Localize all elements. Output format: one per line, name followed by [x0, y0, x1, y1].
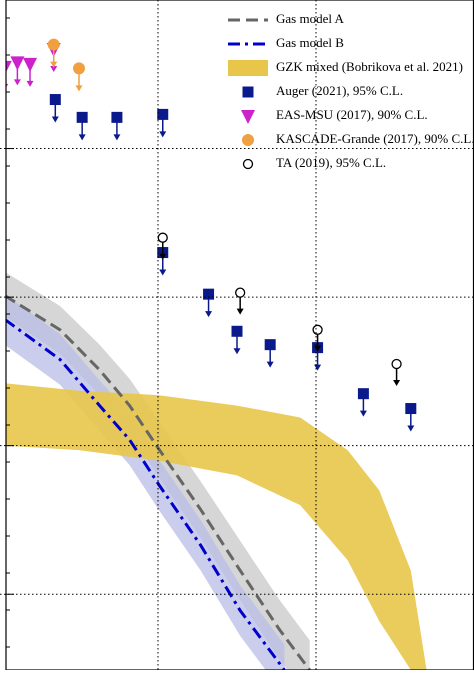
limit-arrowhead [266, 361, 274, 368]
legend-label: EAS-MSU (2017), 90% C.L. [276, 107, 428, 122]
marker [6, 60, 12, 73]
band [6, 383, 427, 670]
marker [203, 288, 215, 300]
band [6, 295, 285, 670]
marker [47, 38, 60, 51]
model-line [6, 318, 286, 670]
limit-arrowhead [50, 61, 58, 68]
marker [157, 108, 169, 120]
limit-arrowhead [113, 134, 121, 141]
marker [231, 325, 243, 337]
limit-arrowhead [159, 131, 167, 138]
limit-arrowhead [159, 269, 167, 276]
legend-label: TA (2019), 95% C.L. [276, 155, 386, 170]
limit-arrowhead [236, 308, 244, 315]
legend-label: Auger (2021), 95% C.L. [276, 83, 403, 98]
marker [312, 324, 323, 335]
legend-swatch [228, 60, 268, 76]
marker [357, 388, 369, 400]
marker [391, 358, 402, 370]
marker [157, 232, 168, 243]
limit-arrowhead [314, 364, 322, 371]
limit-arrowhead [50, 66, 58, 73]
legend: Gas model A Gas model B GZK mixed (Bobriko… [228, 11, 474, 170]
legend-label: Gas model A [276, 11, 344, 26]
limit-arrowhead [78, 134, 86, 141]
limit-arrowhead [51, 116, 59, 123]
limit-arrowhead [6, 83, 9, 88]
marker [242, 158, 254, 170]
legend-label: Gas model B [276, 35, 344, 50]
limit-arrowhead [407, 425, 415, 432]
legend-label: KASCADE-Grande (2017), 90% C.L. [276, 131, 474, 146]
marker [23, 57, 38, 72]
limit-arrowhead [75, 85, 83, 92]
marker [76, 111, 88, 123]
limit-arrowhead [159, 253, 167, 260]
limit-arrowhead [205, 311, 213, 318]
limit-arrowhead [13, 79, 21, 86]
limit-arrowhead [393, 379, 401, 386]
marker [10, 56, 25, 71]
marker [264, 339, 276, 351]
marker [405, 403, 417, 415]
marker [242, 134, 254, 146]
plot-area [6, 38, 427, 670]
marker [73, 62, 85, 75]
limit-arrowhead [314, 345, 322, 352]
marker [235, 287, 246, 298]
legend-label: GZK mixed (Bobrikova et al. 2021) [276, 59, 463, 74]
marker [242, 86, 254, 98]
model-line [6, 294, 311, 670]
marker [49, 94, 61, 106]
limit-arrowhead [233, 348, 241, 355]
marker [111, 111, 123, 123]
limit-arrowhead [26, 80, 34, 87]
marker [241, 110, 255, 124]
limit-arrowhead [359, 410, 367, 417]
